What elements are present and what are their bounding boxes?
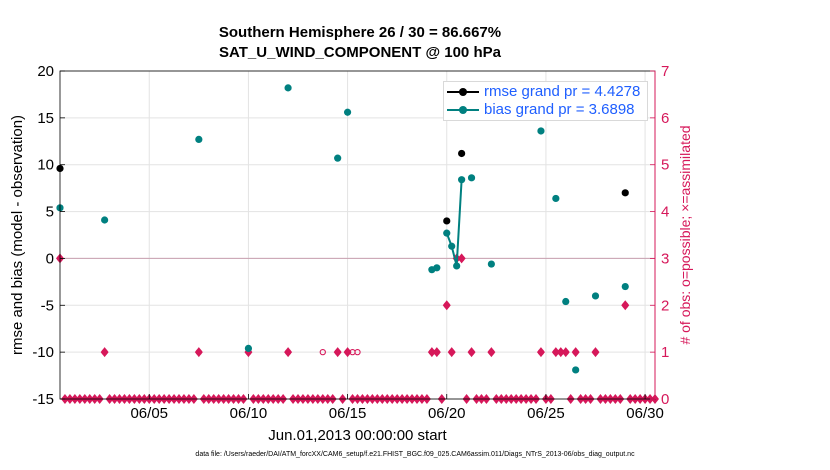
data-file-footnote: data file: /Users/raeder/DAI/ATM_forcXX/… [195, 451, 635, 458]
bias-point [343, 108, 352, 116]
bias-point [572, 366, 580, 374]
y2-axis-label: # of obs: o=possible; ×=assimilated [677, 125, 693, 344]
obs-assimilated-marker [561, 347, 570, 358]
obs-possible-marker [319, 348, 326, 356]
chart-title-line-2: SAT_U_WIND_COMPONENT @ 100 hPa [219, 44, 501, 61]
obs-assimilated-marker [442, 300, 451, 311]
y-tick-label: 0 [46, 250, 54, 267]
obs-assimilated-marker [571, 347, 580, 358]
legend-label-rmse: rmse grand pr = 4.4278 [484, 83, 641, 100]
bias-point [448, 242, 456, 250]
obs-possible-marker [354, 348, 361, 356]
y-axis-label: rmse and bias (model - observation) [9, 115, 26, 355]
x-tick-label: 06/10 [230, 405, 268, 422]
obs-assimilated-marker [487, 347, 496, 358]
obs-assimilated-marker [447, 347, 456, 358]
y2-tick-label: 3 [661, 250, 669, 267]
y-tick-label: 15 [37, 110, 54, 127]
bias-point [443, 229, 451, 237]
rmse-point [458, 149, 466, 158]
y2-tick-label: 7 [661, 63, 669, 80]
bias-point [552, 194, 560, 203]
data-series [56, 84, 629, 374]
bias-point [101, 216, 109, 224]
y-tick-label: -10 [32, 344, 54, 361]
y-tick-label: -5 [41, 297, 54, 314]
y2-tick-label: 6 [661, 110, 669, 127]
bias-point [433, 264, 441, 272]
x-tick-label: 06/20 [428, 405, 466, 422]
legend-entry-rmse: rmse grand pr = 4.4278 [444, 83, 647, 101]
bias-point [458, 176, 466, 184]
obs-assimilated-marker [343, 347, 352, 358]
rmse-point [443, 217, 451, 225]
bias-point [537, 127, 545, 135]
y2-tick-label: 1 [661, 344, 669, 361]
bias-point [244, 344, 253, 352]
obs-assimilated-marker [621, 300, 630, 311]
obs-count-series [56, 253, 659, 404]
obs-assimilated-marker [457, 253, 466, 264]
obs-assimilated-marker [432, 347, 441, 358]
bias-point [621, 282, 629, 291]
obs-assimilated-marker [551, 347, 560, 358]
obs-assimilated-marker [536, 347, 545, 358]
obs-assimilated-marker [100, 347, 109, 358]
obs-assimilated-marker [591, 347, 600, 358]
chart-title-line-1: Southern Hemisphere 26 / 30 = 86.667% [218, 24, 502, 41]
legend-entry-bias: bias grand pr = 3.6898 [444, 101, 647, 119]
bias-point [487, 260, 495, 268]
bias-point [562, 297, 570, 306]
y2-tick-label: 5 [661, 157, 669, 174]
x-tick-label: 06/05 [130, 405, 168, 422]
obs-assimilated-marker [194, 347, 203, 358]
obs-assimilated-marker [284, 347, 293, 358]
y-tick-label: -15 [32, 391, 54, 408]
x-axis-label: Jun.01,2013 00:00:00 start [268, 427, 447, 444]
bias-connected-line [445, 179, 463, 267]
y-tick-label: 10 [37, 157, 54, 174]
y-tick-label: 5 [46, 204, 54, 221]
x-tick-label: 06/15 [329, 405, 367, 422]
bias-point [334, 154, 342, 162]
y2-tick-label: 2 [661, 297, 669, 314]
x-tick-label: 06/25 [527, 405, 565, 422]
obs-assimilated-marker [333, 347, 342, 358]
y-tick-label: 20 [37, 63, 54, 80]
legend-label-bias: bias grand pr = 3.6898 [484, 101, 635, 118]
bias-point [195, 135, 203, 144]
y2-tick-label: 0 [661, 391, 669, 408]
y2-tick-label: 4 [661, 204, 669, 221]
bias-point [591, 292, 600, 300]
axis-ticks: 06/05 06/10 06/15 06/20 06/25 06/30 -15 -10 -5 0 5… [32, 63, 669, 422]
legend: rmse grand pr = 4.4278 bias grand pr = 3… [443, 81, 648, 121]
obs-assimilated-marker [467, 347, 476, 358]
bias-point [453, 262, 461, 270]
obs-assimilated-marker [427, 347, 436, 358]
bias-point [284, 84, 292, 92]
rmse-point [621, 189, 629, 197]
obs-assimilated-marker [556, 347, 565, 358]
x-tick-label: 06/30 [626, 405, 664, 422]
bias-point [467, 174, 476, 182]
